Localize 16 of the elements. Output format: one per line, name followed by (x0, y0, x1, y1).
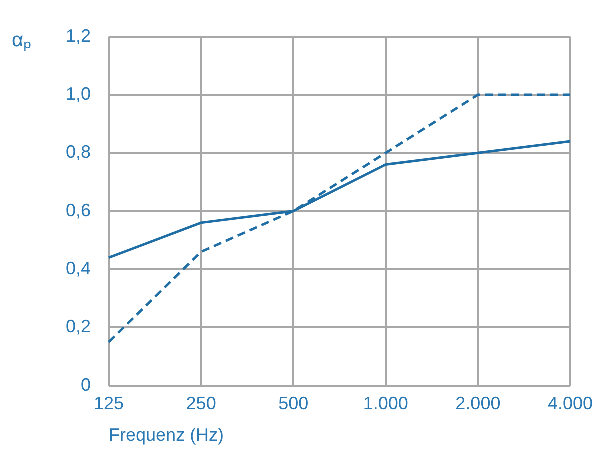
y-tick-label: 1,2 (66, 26, 92, 46)
x-tick-label: 125 (94, 394, 124, 414)
line-series (108, 94, 572, 344)
y-tick-label: 1,0 (66, 84, 92, 104)
x-tick-label: 1.000 (363, 394, 408, 414)
x-tick-label: 4.000 (548, 394, 593, 414)
y-tick-label: 0,6 (66, 200, 92, 220)
x-axis-title: Frequenz (Hz) (109, 425, 224, 446)
y-tick-label: 0,8 (66, 142, 92, 162)
y-tick-label: 0 (81, 374, 92, 395)
x-tick-label: 500 (278, 394, 309, 414)
y-axis-title: αₚ (12, 29, 32, 52)
x-tick-label: 2.000 (456, 394, 501, 414)
x-tick-label: 250 (186, 394, 216, 414)
y-tick-label: 0,2 (66, 316, 92, 337)
y-tick-label: 0,4 (66, 258, 92, 278)
